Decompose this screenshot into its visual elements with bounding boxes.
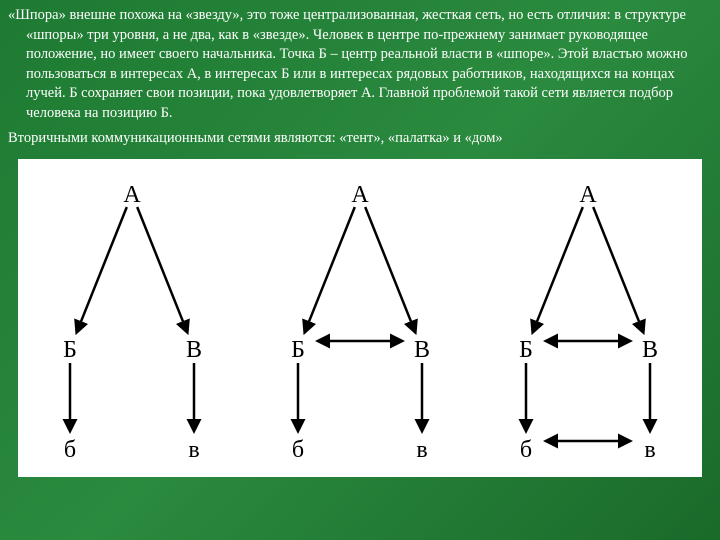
node-V: В	[414, 337, 430, 363]
diagram-1: А Б Вб в	[291, 182, 430, 463]
paragraph-2: Вторичными коммуникационными сетями явля…	[8, 129, 702, 149]
edge	[77, 207, 127, 332]
node-b: б	[64, 437, 76, 463]
edge	[305, 207, 355, 332]
edge	[365, 207, 415, 332]
slide: «Шпора» внешне похожа на «звезду», это т…	[0, 0, 720, 540]
node-A: А	[579, 182, 597, 208]
node-A: А	[123, 182, 141, 208]
node-V: В	[186, 337, 202, 363]
node-b: б	[292, 437, 304, 463]
diagram-svg: А Б Вб в А Б Вб в А Б Вб в	[18, 159, 702, 477]
text-block: «Шпора» внешне похожа на «звезду», это т…	[0, 0, 720, 149]
diagram-figure: А Б Вб в А Б Вб в А Б Вб в	[18, 159, 702, 477]
edge	[137, 207, 187, 332]
node-v: в	[644, 437, 655, 463]
node-A: А	[351, 182, 369, 208]
node-v: в	[188, 437, 199, 463]
node-B: Б	[519, 337, 533, 363]
node-B: Б	[63, 337, 77, 363]
node-B: Б	[291, 337, 305, 363]
node-b: б	[520, 437, 532, 463]
diagram-2: А Б Вб в	[519, 182, 658, 463]
paragraph-1: «Шпора» внешне похожа на «звезду», это т…	[8, 6, 702, 123]
edge	[593, 207, 643, 332]
edge	[533, 207, 583, 332]
node-v: в	[416, 437, 427, 463]
diagram-0: А Б Вб в	[63, 182, 202, 463]
node-V: В	[642, 337, 658, 363]
